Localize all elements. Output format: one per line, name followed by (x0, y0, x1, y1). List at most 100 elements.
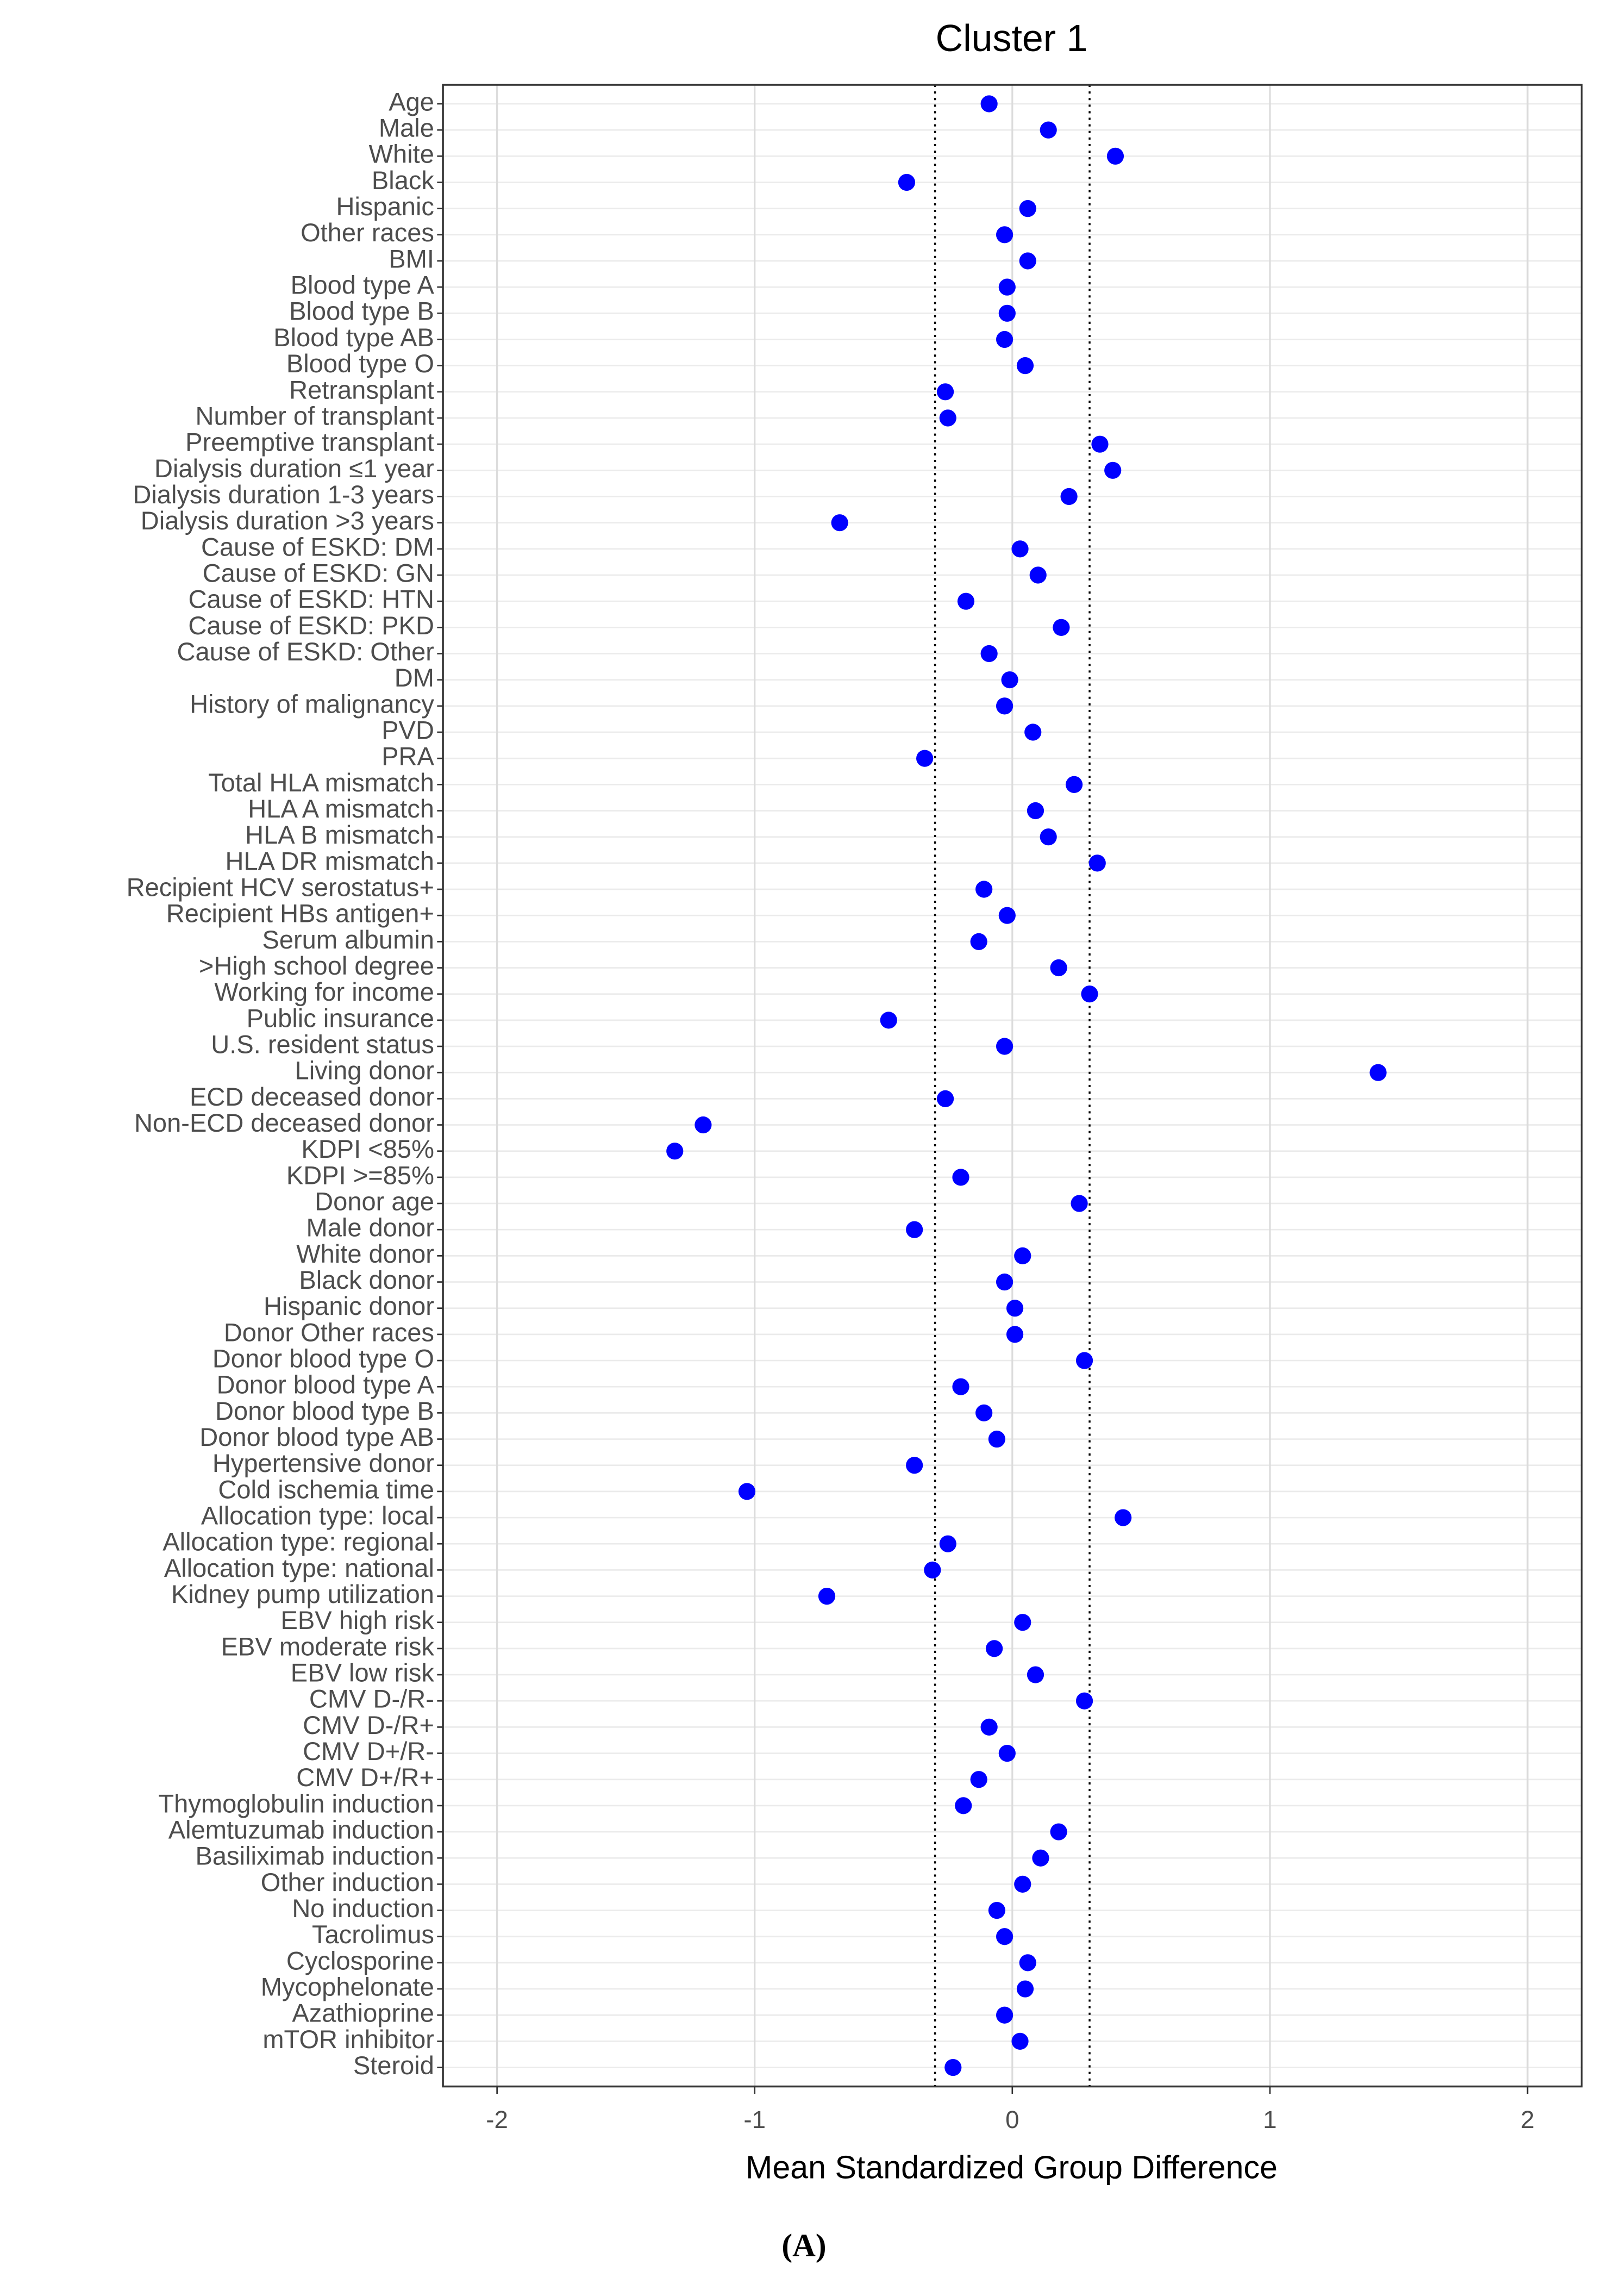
y-tick-label: White (369, 140, 434, 169)
y-tick-label: CMV D-/R+ (303, 1711, 434, 1739)
y-tick-label: Total HLA mismatch (208, 768, 434, 797)
dot (1024, 723, 1042, 741)
dot (1053, 619, 1070, 636)
y-tick-label: Other induction (261, 1868, 434, 1896)
y-tick-label: History of malignancy (190, 689, 434, 718)
dot (1106, 147, 1124, 165)
y-tick-label: EBV high risk (280, 1606, 434, 1634)
dot (1115, 1509, 1132, 1526)
y-tick-label: Preemptive transplant (185, 428, 434, 457)
y-tick-label: PRA (381, 742, 434, 771)
dot (818, 1587, 836, 1605)
y-tick-label: DM (395, 663, 434, 692)
y-tick-label: Kidney pump utilization (171, 1580, 434, 1608)
dot (957, 592, 975, 610)
dot (1019, 252, 1036, 270)
dot (1088, 854, 1106, 872)
dot (1019, 1954, 1036, 1971)
dot (1369, 1064, 1387, 1081)
y-tick-label: Steroid (353, 2051, 434, 2080)
dot (944, 2058, 962, 2076)
dot (1065, 776, 1083, 793)
y-tick-label: No induction (292, 1894, 434, 1923)
dot (939, 1535, 956, 1552)
y-tick-label: Other races (301, 218, 434, 247)
dot (996, 330, 1013, 348)
y-tick-label: Donor blood type B (215, 1396, 434, 1425)
y-tick-label: Age (389, 87, 434, 116)
plot-border (442, 84, 1583, 2088)
dot (980, 645, 998, 663)
dot (996, 226, 1013, 244)
y-tick-label: Dialysis duration >3 years (141, 506, 434, 535)
y-tick-label: Blood type AB (273, 323, 434, 352)
dot (936, 383, 954, 401)
y-tick-label: White donor (296, 1239, 434, 1268)
y-tick-label: Retransplant (289, 375, 434, 404)
dot (1081, 985, 1098, 1003)
y-tick-label: Living donor (295, 1056, 434, 1085)
y-tick-label: Donor blood type AB (199, 1422, 434, 1451)
y-tick-label: Serum albumin (262, 925, 434, 954)
dot (1040, 828, 1057, 846)
dot (831, 514, 848, 532)
y-tick-label: Allocation type: regional (162, 1527, 434, 1556)
y-tick-label: Recipient HCV serostatus+ (127, 872, 434, 901)
dot (996, 697, 1013, 715)
dot (970, 933, 987, 950)
dot (975, 1404, 993, 1421)
y-tick-label: Black (372, 166, 435, 195)
dot (1071, 1195, 1088, 1212)
dot (970, 1771, 987, 1788)
y-tick-label: Working for income (214, 977, 434, 1006)
dot (1014, 1247, 1031, 1264)
dot (1027, 802, 1044, 820)
dot (898, 173, 916, 191)
dot (1104, 461, 1122, 479)
caption: (A) (781, 2228, 826, 2263)
dot (998, 278, 1016, 296)
y-tick-label: Donor Other races (224, 1318, 434, 1346)
dot (996, 1273, 1013, 1291)
y-tick-label: Public insurance (247, 1003, 434, 1032)
y-tick-label: U.S. resident status (211, 1030, 434, 1058)
y-tick-label: Donor age (315, 1187, 434, 1215)
dot (1075, 1352, 1093, 1369)
dot (980, 95, 998, 113)
y-tick-label: Cause of ESKD: Other (177, 637, 434, 666)
dot (1014, 1614, 1031, 1631)
dot (1019, 200, 1036, 217)
y-tick-label: Cause of ESKD: HTN (188, 585, 434, 614)
y-tick-label: Hypertensive donor (212, 1449, 434, 1477)
y-tick-label: Non-ECD deceased donor (134, 1108, 434, 1137)
dot (996, 2006, 1013, 2024)
y-tick-label: Blood type B (289, 297, 434, 326)
dot (1016, 357, 1034, 375)
dot (924, 1561, 941, 1578)
dot (666, 1143, 684, 1160)
dot (906, 1457, 923, 1474)
y-tick-label: Hispanic (336, 192, 434, 221)
dot (996, 1928, 1013, 1945)
dot (1040, 121, 1057, 139)
dot (1050, 1823, 1067, 1840)
dot (952, 1378, 969, 1395)
y-tick-label: BMI (389, 244, 434, 273)
y-tick-label: HLA DR mismatch (226, 846, 434, 875)
dot (998, 304, 1016, 322)
y-tick-label: HLA A mismatch (248, 794, 434, 823)
x-tick-label: -1 (743, 2106, 766, 2133)
dot (1014, 1875, 1031, 1893)
dot (1060, 488, 1078, 506)
dot (980, 1718, 998, 1736)
y-tick-label: Dialysis duration ≤1 year (154, 454, 434, 483)
y-tick-label: Cause of ESKD: GN (203, 558, 434, 587)
y-tick-label: Black donor (299, 1265, 434, 1294)
x-tick-label: 1 (1263, 2106, 1277, 2133)
y-tick-label: Alemtuzumab induction (168, 1815, 434, 1844)
y-tick-label: Tacrolimus (312, 1920, 434, 1949)
dot (880, 1012, 897, 1029)
dot (1001, 671, 1018, 689)
